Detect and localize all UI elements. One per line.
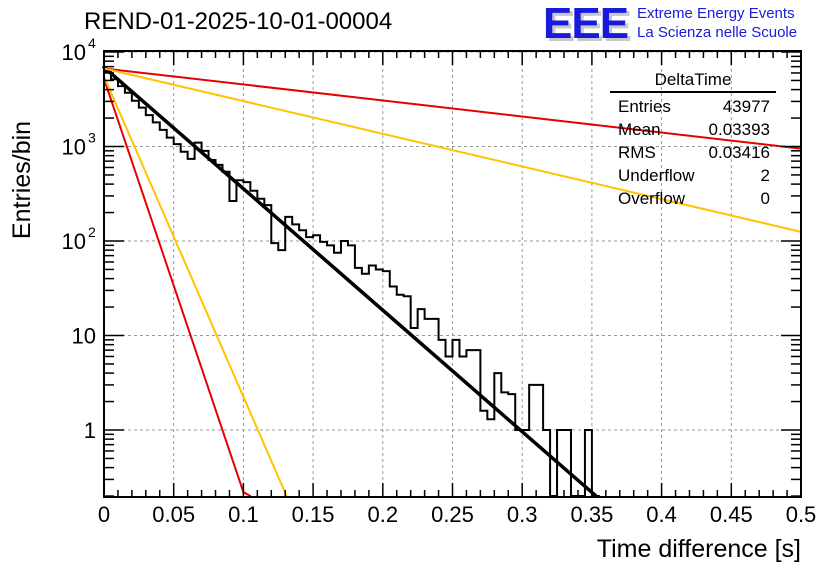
y-axis-label: Entries/bin — [8, 120, 36, 240]
x-tick-label: 0.15 — [292, 502, 335, 527]
stats-value: 0 — [760, 189, 770, 208]
histogram-bin — [418, 309, 425, 497]
stats-title: DeltaTime — [610, 70, 776, 93]
stats-value: 0.03393 — [708, 120, 770, 139]
logo-subtitle-1: Extreme Energy Events — [637, 5, 795, 22]
chart-title: REND-01-2025-10-01-00004 — [84, 8, 393, 35]
histogram-bin — [466, 350, 473, 497]
histogram-bin — [292, 224, 299, 497]
logo-subtitle-2: La Scienza nelle Scuole — [637, 24, 798, 41]
fit-curve — [103, 67, 802, 233]
fit-curve — [103, 67, 802, 150]
histogram-bin — [160, 130, 167, 497]
eee-logo: EEE — [543, 0, 629, 48]
x-tick-label: 0 — [98, 502, 110, 527]
histogram-bin — [146, 115, 153, 497]
histogram-bin — [132, 101, 139, 497]
histogram-bin — [383, 271, 390, 497]
histogram-bin — [167, 138, 174, 497]
histogram-bin — [271, 243, 278, 497]
histogram-bin — [285, 217, 292, 497]
histogram-bin — [494, 373, 501, 497]
y-tick-label: 10 — [62, 229, 86, 254]
histogram-bin — [216, 165, 223, 497]
stats-label: Entries — [618, 97, 671, 116]
histogram-bin — [446, 356, 453, 497]
axes — [103, 50, 802, 498]
stats-row-entries: Entries 43977 — [610, 95, 776, 118]
stats-value: 0.03416 — [708, 143, 770, 162]
y-tick-label: 10 — [62, 135, 86, 160]
histogram-bin — [355, 268, 362, 497]
x-tick-label: 0.3 — [507, 502, 538, 527]
histogram-bin — [243, 182, 250, 497]
histogram-bin — [334, 253, 341, 497]
fit-curve — [102, 65, 598, 498]
histogram-bin — [327, 245, 334, 497]
stats-row-rms: RMS 0.03416 — [610, 141, 776, 164]
stats-row-overflow: Overflow 0 — [610, 187, 776, 210]
histogram-bin — [515, 430, 522, 497]
histogram-bin — [487, 419, 494, 497]
stats-row-underflow: Underflow 2 — [610, 164, 776, 187]
histogram-bin — [473, 350, 480, 497]
tick-labels: 0 0.05 0.1 0.15 0.2 0.25 0.3 0.35 0.4 0.45 0.5 1 10 1… — [62, 35, 817, 527]
histogram-bin — [404, 296, 411, 497]
histogram-bin — [313, 235, 320, 497]
stats-row-mean: Mean 0.03393 — [610, 118, 776, 141]
histogram-bin — [522, 430, 529, 497]
histogram-bin — [411, 328, 418, 497]
x-tick-label: 0.45 — [710, 502, 753, 527]
histogram-bin — [320, 242, 327, 497]
histogram-bin — [480, 411, 487, 497]
histogram-bin — [362, 274, 369, 497]
stats-label: Mean — [618, 120, 661, 139]
histogram-bin — [543, 430, 550, 497]
x-tick-label: 0.35 — [570, 502, 613, 527]
x-tick-label: 0.5 — [786, 502, 817, 527]
histogram-bin — [536, 385, 543, 497]
stats-label: Underflow — [618, 166, 695, 185]
histogram-bin — [299, 230, 306, 497]
histogram-bin — [278, 250, 285, 497]
histogram-bin — [174, 144, 181, 497]
stats-value: 43977 — [722, 97, 770, 116]
x-tick-label: 0.2 — [368, 502, 399, 527]
y-tick-exponent: 4 — [88, 35, 96, 51]
histogram-bin — [236, 180, 243, 497]
stats-value: 2 — [760, 166, 770, 185]
x-tick-label: 0.1 — [228, 502, 259, 527]
fit-curve — [103, 75, 288, 498]
histogram-bin — [306, 237, 313, 497]
histogram-bin — [153, 122, 160, 497]
y-tick-exponent: 2 — [88, 224, 96, 240]
histogram-bin — [195, 143, 202, 497]
x-tick-label: 0.4 — [646, 502, 677, 527]
histogram-bin — [257, 199, 264, 497]
histogram-bin — [501, 392, 508, 497]
stats-label: RMS — [618, 143, 656, 162]
histogram-bin — [432, 319, 439, 497]
stats-box: DeltaTime Entries 43977 Mean 0.03393 RMS 0.… — [610, 70, 776, 210]
histogram-bin — [250, 191, 257, 497]
histogram-bin — [118, 86, 125, 497]
histogram-bin — [508, 394, 515, 497]
x-tick-label: 0.25 — [431, 502, 474, 527]
histogram-bin — [564, 430, 571, 497]
y-tick-label: 10 — [62, 40, 86, 65]
x-axis-label: Time difference [s] — [596, 535, 801, 563]
y-tick-label: 10 — [72, 324, 96, 349]
histogram-bin — [453, 340, 460, 497]
y-tick-label: 1 — [84, 418, 96, 443]
y-tick-exponent: 3 — [88, 130, 96, 146]
x-tick-label: 0.05 — [152, 502, 195, 527]
stats-label: Overflow — [618, 189, 686, 208]
histogram-bin — [104, 72, 111, 497]
histogram-bin — [202, 151, 209, 497]
